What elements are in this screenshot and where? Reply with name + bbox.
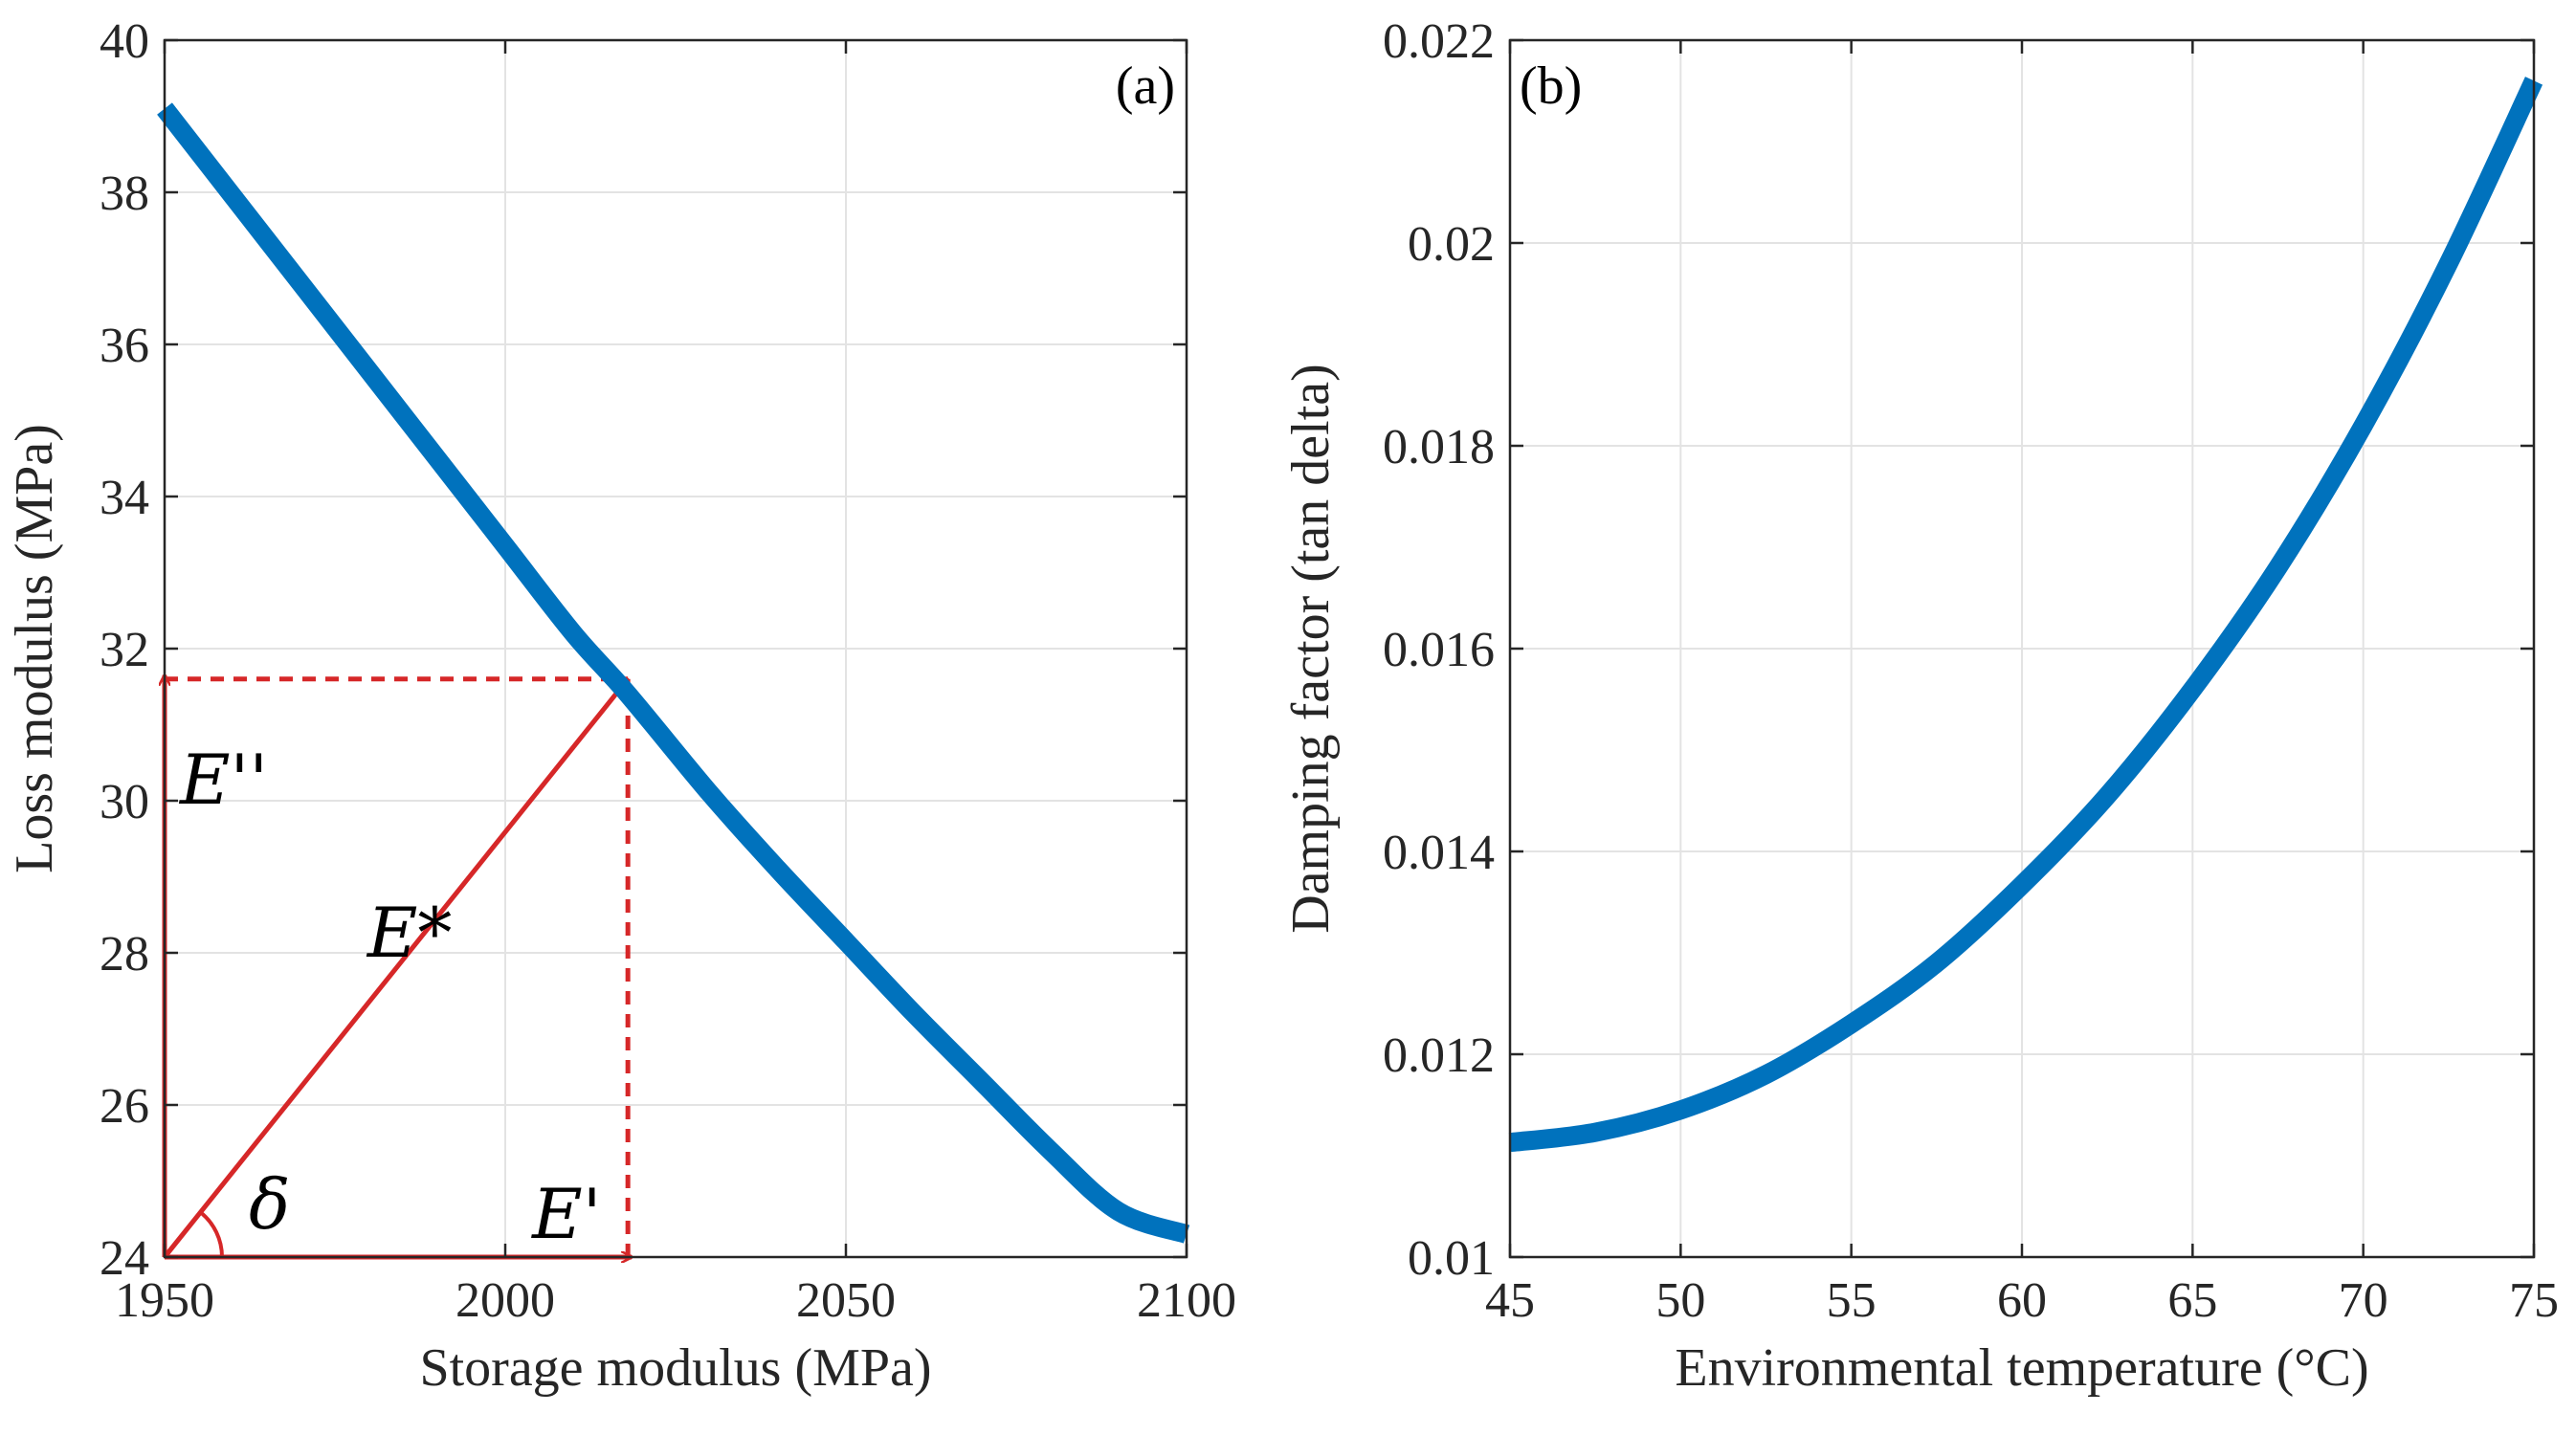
x-tick-label: 60	[1997, 1273, 2047, 1328]
panel-a-series-line	[157, 102, 1190, 1244]
panel-b-x-axis-label: Environmental temperature (°C)	[1675, 1338, 2368, 1398]
panel-a: 1950 2000 2050 2100 24 26 28 30 32 34 36 38 40 (a) S…	[5, 14, 1236, 1398]
x-tick-label: 50	[1655, 1273, 1705, 1328]
y-tick-label: 0.022	[1383, 14, 1495, 69]
panel-b-series-line	[1508, 77, 2543, 1153]
x-tick-label: 2100	[1137, 1273, 1236, 1328]
x-tick-label: 65	[2167, 1273, 2217, 1328]
y-tick-label: 34	[100, 471, 149, 525]
x-tick-label: 2050	[796, 1273, 896, 1328]
y-tick-label: 0.012	[1383, 1028, 1495, 1083]
y-tick-label: 28	[100, 927, 149, 982]
panel-a-ticks: 1950 2000 2050 2100 24 26 28 30 32 34 36 38 40	[100, 14, 1236, 1328]
panel-a-label: (a)	[1116, 56, 1175, 116]
y-tick-label: 0.02	[1408, 217, 1495, 272]
panel-a-y-axis-label: Loss modulus (MPa)	[5, 424, 64, 873]
panel-a-grid	[164, 39, 1188, 1258]
y-tick-label: 0.014	[1383, 826, 1495, 880]
y-tick-label: 0.018	[1383, 420, 1495, 475]
x-tick-label: 1950	[115, 1273, 214, 1328]
complex-modulus-label: E*	[366, 893, 453, 973]
panel-b-label: (b)	[1520, 56, 1582, 116]
y-tick-label: 0.01	[1408, 1231, 1495, 1286]
x-tick-label: 45	[1485, 1273, 1535, 1328]
y-tick-label: 40	[100, 14, 149, 69]
loss-modulus-label: E''	[178, 740, 268, 820]
y-tick-label: 0.016	[1383, 623, 1495, 677]
panel-b-y-axis-label: Damping factor (tan delta)	[1281, 364, 1341, 934]
y-tick-label: 30	[100, 775, 149, 829]
x-tick-label: 75	[2509, 1273, 2559, 1328]
x-tick-label: 2000	[455, 1273, 555, 1328]
y-tick-label: 32	[100, 623, 149, 677]
x-tick-label: 70	[2339, 1273, 2388, 1328]
panel-b-grid	[1509, 39, 2535, 1258]
y-tick-label: 36	[100, 319, 149, 373]
x-tick-label: 55	[1827, 1273, 1876, 1328]
phase-angle-label: δ	[249, 1164, 290, 1245]
phase-angle-arc	[199, 1210, 224, 1258]
panel-b-ticks: 45 50 55 60 65 70 75 0.01 0.012 0.014 0.016 0.018 0.…	[1383, 14, 2559, 1328]
y-tick-label: 24	[100, 1231, 149, 1286]
y-tick-label: 38	[100, 166, 149, 221]
panel-b: 45 50 55 60 65 70 75 0.01 0.012 0.014 0.016 0.018 0.…	[1281, 14, 2559, 1398]
y-tick-label: 26	[100, 1079, 149, 1134]
complex-modulus-arrow	[163, 679, 628, 1259]
storage-modulus-label: E'	[530, 1174, 601, 1254]
panel-a-x-axis-label: Storage modulus (MPa)	[419, 1338, 931, 1398]
